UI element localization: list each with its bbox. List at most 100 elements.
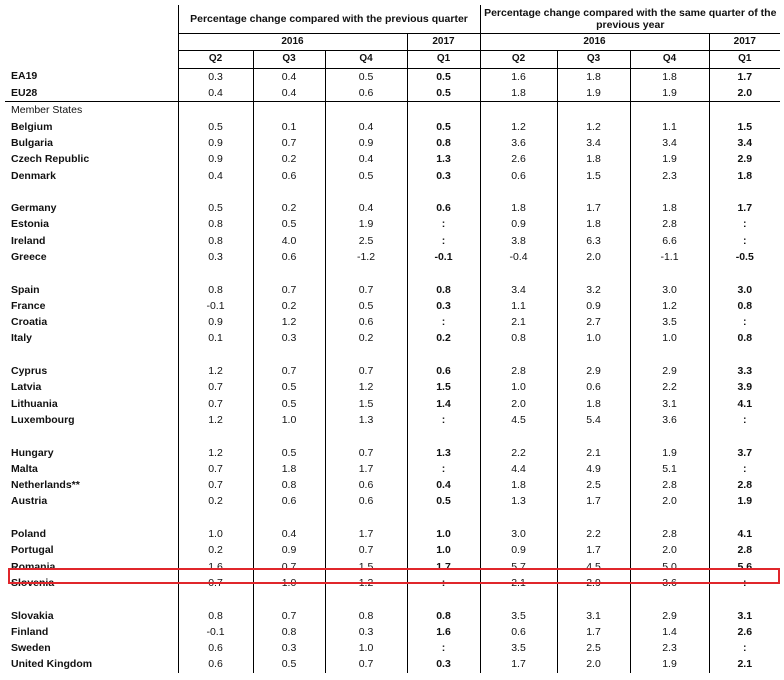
value-cell: 3.8 [480,232,558,249]
value-cell: 1.1 [480,297,558,315]
country-name: Slovakia [5,607,179,624]
value-cell: 0.6 [407,199,481,217]
table-row: Italy 0.1 0.3 0.2 0.2 0.8 1.0 1.0 0.8 [5,330,780,347]
value-cell: 0.7 [253,134,326,152]
value-cell: 3.1 [737,609,753,622]
table-row: Sweden 0.6 0.3 1.0:3.5 2.5 2.3: [5,639,780,657]
gdp-growth-table-container: Percentage change compared with the prev… [5,5,781,679]
table-row: Spain 0.8 0.7 0.7 0.8 3.4 3.2 3.0 3.0 [5,281,780,298]
value-cell: 4.0 [253,232,326,249]
country-name: Malta [5,460,179,478]
value-cell: 0.2 [253,297,326,315]
value-cell: 2.8 [737,544,753,557]
value-cell: 1.6 [407,623,481,640]
value-cell: 1.0 [325,639,408,657]
table-row: Germany 0.5 0.2 0.4 0.6 1.8 1.7 1.8 1.7 [5,199,780,217]
country-name: United Kingdom [5,656,179,673]
value-cell: 0.5 [407,493,481,510]
value-cell: 5.4 [557,411,631,429]
table-body: EA19 0.3 0.4 0.5 0.5 1.6 1.8 1.8 1.7 EU28 0.4 0.4 0.… [5,68,781,673]
value-cell: 5.6 [737,560,753,573]
value-cell: 1.0 [557,330,631,347]
value-cell: 1.8 [480,84,558,103]
value-cell: 0.8 [737,299,753,312]
table-row: Bulgaria 0.9 0.7 0.9 0.8 3.6 3.4 3.4 3.4 [5,134,780,152]
value-cell: 2.5 [557,639,631,657]
table-row: Greece 0.3 0.6 -1.2 -0.1 -0.4 2.0 -1.1 -0.5 [5,248,780,266]
value-cell: 3.1 [557,607,631,624]
value-cell: 1.7 [557,199,631,217]
value-cell: 0.6 [407,362,481,380]
value-cell: 4.1 [737,528,753,541]
value-cell: 0.5 [253,379,326,396]
value-cell: 2.7 [557,314,631,331]
value-cell: 1.1 [630,118,710,135]
value-cell: 1.9 [557,84,631,103]
value-cell: : [407,232,481,249]
value-cell: 1.9 [325,216,408,233]
value-cell: 1.7 [557,623,631,640]
value-cell: 1.9 [630,151,710,168]
value-cell: 3.0 [737,283,753,296]
value-cell: 0.6 [325,493,408,510]
value-cell: : [743,218,747,231]
value-cell: 2.1 [480,574,558,592]
value-cell: 2.2 [630,379,710,396]
value-cell: 0.3 [178,248,254,266]
value-cell: 2.1 [557,444,631,461]
value-cell: 0.9 [325,134,408,152]
value-cell: 1.9 [630,444,710,461]
value-cell: 0.3 [253,639,326,657]
country-name: EA19 [5,68,179,85]
value-cell: 0.8 [407,134,481,152]
table-row: Malta 0.7 1.8 1.7:4.4 4.9 5.1: [5,460,780,478]
value-cell: 1.2 [325,574,408,592]
quarter-header: Q3 [253,50,326,69]
value-cell: 0.7 [325,362,408,380]
value-cell: 1.5 [325,558,408,575]
value-cell: 0.7 [325,656,408,673]
value-cell: : [407,639,481,657]
value-cell: 0.9 [480,542,558,559]
value-cell: 1.9 [737,495,753,508]
value-cell: : [743,413,747,426]
value-cell: 0.9 [178,151,254,168]
header-year-2016-prev: 2016 [178,33,408,52]
country-name: Czech Republic [5,151,179,168]
value-cell: : [743,462,747,475]
value-cell: 0.5 [253,656,326,673]
value-cell: 0.1 [253,118,326,135]
country-name: Luxembourg [5,411,179,429]
value-cell: 0.4 [178,84,254,103]
value-cell: 1.0 [253,411,326,429]
value-cell: 1.8 [557,216,631,233]
value-cell: 1.0 [407,542,481,559]
value-cell: 1.3 [325,411,408,429]
value-cell: 3.0 [480,525,558,543]
header-year-2017-same: 2017 [709,33,781,52]
value-cell: 1.8 [480,477,558,494]
value-cell: 1.8 [630,199,710,217]
value-cell: 5.7 [480,558,558,575]
value-cell: 0.4 [253,525,326,543]
value-cell: 2.1 [480,314,558,331]
value-cell: 1.7 [737,70,753,83]
value-cell: 1.2 [630,297,710,315]
value-cell: 3.4 [737,136,753,149]
value-cell: 0.6 [178,639,254,657]
value-cell: 1.9 [630,656,710,673]
value-cell: 0.5 [253,216,326,233]
value-cell: 1.8 [630,68,710,85]
value-cell: 0.7 [253,607,326,624]
value-cell: 0.8 [178,607,254,624]
value-cell: 0.4 [325,199,408,217]
value-cell: 0.9 [178,134,254,152]
value-cell: 1.0 [253,574,326,592]
quarter-header: Q3 [557,50,631,69]
value-cell: 4.9 [557,460,631,478]
value-cell: 0.6 [253,493,326,510]
value-cell: 0.7 [253,558,326,575]
value-cell: 3.6 [630,411,710,429]
value-cell: 0.8 [407,281,481,298]
member-states-label: Member States [5,101,179,119]
